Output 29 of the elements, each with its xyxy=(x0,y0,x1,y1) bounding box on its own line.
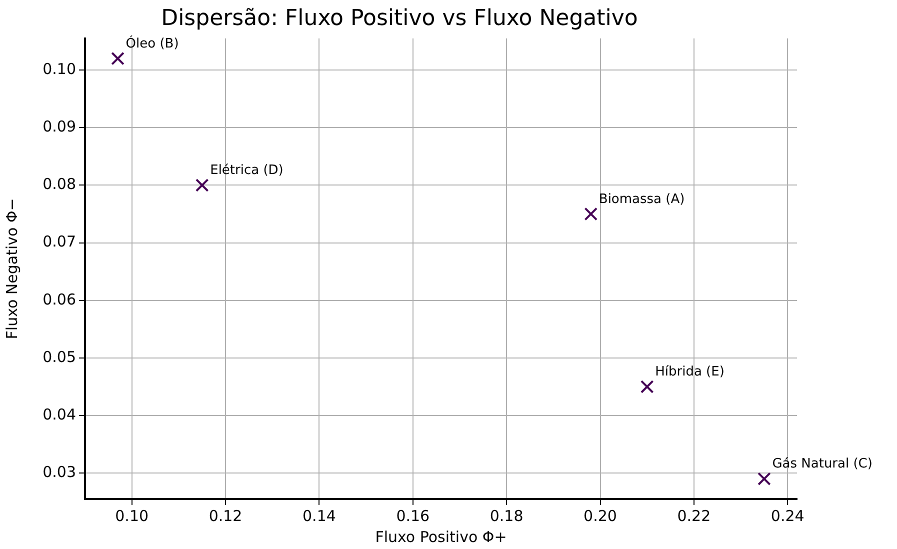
x-tick-label: 0.18 xyxy=(490,506,524,525)
annotation: Híbrida (E) xyxy=(655,364,724,380)
x-tick-label: 0.20 xyxy=(584,506,617,525)
y-axis-title: Fluxo Negativo Φ− xyxy=(2,198,21,340)
point xyxy=(584,207,598,221)
y-tick-label: 0.07 xyxy=(42,232,76,251)
x-tick-label: 0.22 xyxy=(677,506,711,525)
chart-title: Dispersão: Fluxo Positivo vs Fluxo Negativo xyxy=(161,6,638,31)
y-tick-label: 0.03 xyxy=(42,462,76,481)
annotation: Óleo (B) xyxy=(126,34,179,52)
y-tick-label: 0.09 xyxy=(42,118,76,136)
y-tick-label: 0.06 xyxy=(42,290,76,308)
point xyxy=(758,472,771,486)
x-tick-label: 0.24 xyxy=(770,506,804,525)
x-tick-label: 0.12 xyxy=(208,506,242,525)
annotation: Biomassa (A) xyxy=(598,192,685,207)
y-tick-label: 0.08 xyxy=(42,175,76,194)
annotation: Elétrica (D) xyxy=(210,163,284,178)
y-tick-label: 0.10 xyxy=(42,60,76,78)
x-tick-label: 0.16 xyxy=(396,506,430,525)
annotation: Gás Natural (C) xyxy=(772,456,872,472)
x-tick-label: 0.10 xyxy=(115,506,149,525)
point xyxy=(195,178,209,192)
y-tick-label: 0.04 xyxy=(42,405,76,424)
y-tick-label: 0.05 xyxy=(42,348,76,366)
point xyxy=(111,52,124,66)
x-tick-label: 0.14 xyxy=(302,506,336,525)
point xyxy=(640,380,654,394)
x-axis-title: Fluxo Positivo Φ+ xyxy=(375,528,507,546)
